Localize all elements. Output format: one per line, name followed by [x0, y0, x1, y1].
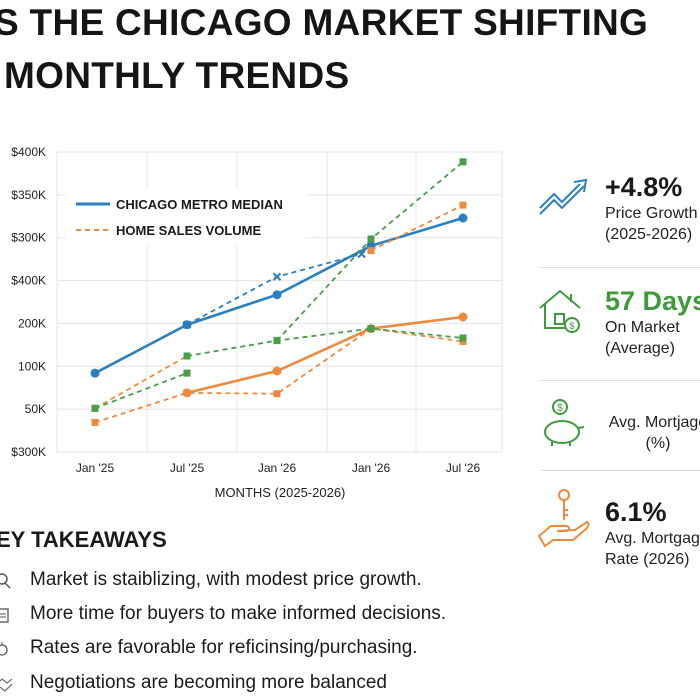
series-2 — [182, 312, 468, 398]
stat-days-on-market: 57 Days On Market (Average) — [540, 286, 700, 359]
takeaway-item: Negotiations are becoming more balanced — [30, 672, 387, 693]
data-point — [273, 390, 281, 398]
stat-mortgage-rate: 6.1% Avg. Mortgage Rate (2026) — [540, 497, 700, 570]
y-tick-label: 100K — [18, 359, 46, 373]
page-title-line-2: MONTHLY TRENDS — [4, 55, 350, 96]
stat-label: Price Growth — [605, 205, 698, 222]
takeaway-item: More time for buyers to make informed de… — [30, 603, 447, 624]
y-tick-label: $350K — [11, 188, 46, 202]
data-point — [183, 352, 191, 360]
stat-label: Rate (2026) — [605, 551, 690, 568]
hand-key-icon — [537, 488, 591, 555]
series-line — [370, 204, 464, 252]
divider — [541, 470, 700, 471]
series-line — [94, 372, 188, 410]
data-point — [272, 272, 282, 281]
x-tick-label: Jan '26 — [258, 461, 297, 475]
data-point — [459, 334, 467, 342]
x-tick-label: Jan '26 — [352, 461, 391, 475]
legend-label-median: CHICAGO METRO MEDIAN — [116, 197, 283, 212]
stat-value: 57 Days — [605, 286, 700, 316]
series-5 — [367, 201, 467, 255]
y-tick-label: $300K — [11, 445, 46, 459]
y-axis-ticks: $300K 50K 100K 200K $400K $300K $350K $400K — [11, 145, 46, 459]
data-point — [367, 235, 375, 243]
legend: CHICAGO METRO MEDIAN HOME SALES VOLUME — [66, 188, 306, 246]
page-title-line-1: S THE CHICAGO MARKET SHIFTING — [0, 2, 649, 43]
stat-value: 6.1% — [605, 497, 667, 527]
series-1 — [182, 249, 366, 329]
series-line — [186, 315, 464, 395]
takeaway-item: Market is staiblizing, with modest price… — [30, 569, 422, 590]
takeaways-heading: EY TAKEAWAYS — [0, 527, 167, 552]
data-point — [272, 366, 282, 376]
y-tick-label: $400K — [11, 274, 46, 288]
y-tick-label: 200K — [18, 316, 46, 330]
x-tick-label: Jul '26 — [446, 461, 481, 475]
stat-value: +4.8% — [605, 172, 683, 202]
x-tick-label: Jan '25 — [76, 461, 115, 475]
y-tick-label: 50K — [25, 402, 46, 416]
y-tick-label: $400K — [11, 145, 46, 159]
svg-text:$: $ — [569, 321, 574, 331]
stat-mortgage: Avg. Mortjage (%) — [540, 412, 700, 454]
magnifier-icon — [0, 572, 12, 595]
data-point — [459, 201, 467, 209]
stat-label: Avg. Mortjage — [608, 414, 700, 431]
series-7 — [183, 325, 467, 360]
data-point — [459, 158, 467, 166]
data-point — [458, 312, 468, 322]
stat-label: (%) — [645, 435, 671, 452]
data-point — [367, 247, 375, 255]
data-point — [458, 213, 468, 223]
legend-label-volume: HOME SALES VOLUME — [116, 223, 262, 238]
data-point — [272, 290, 282, 300]
series-line — [94, 327, 464, 424]
series-line — [186, 327, 464, 357]
svg-text:$: $ — [557, 403, 563, 414]
stopwatch-icon — [0, 640, 10, 663]
series-4 — [91, 352, 191, 412]
line-chart: $300K 50K 100K 200K $400K $300K $350K $400K Jan… — [11, 145, 503, 500]
divider — [541, 267, 700, 268]
stat-label: (Average) — [605, 340, 675, 357]
data-point — [273, 337, 281, 345]
series-6 — [91, 369, 191, 412]
house-dollar-icon: $ — [538, 288, 584, 339]
x-axis-label: MONTHS (2025-2026) — [215, 485, 346, 500]
handshake-icon — [0, 675, 14, 698]
stat-price-growth: +4.8% Price Growth (2025-2026) — [540, 172, 700, 245]
data-point — [91, 418, 99, 426]
x-tick-label: Jul '25 — [170, 461, 205, 475]
piggy-bank-icon: $ — [540, 398, 586, 453]
series-line — [94, 355, 188, 410]
stat-label: On Market — [605, 319, 680, 336]
stat-label: (2025-2026) — [605, 226, 693, 243]
data-point — [183, 389, 191, 397]
stat-label: Avg. Mortgage — [605, 530, 700, 547]
x-axis-ticks: Jan '25 Jul '25 Jan '26 Jan '26 Jul '26 — [76, 461, 481, 475]
data-point — [367, 325, 375, 333]
calendar-icon — [0, 606, 10, 629]
data-point — [183, 369, 191, 377]
data-point — [91, 404, 99, 412]
data-point — [182, 320, 192, 329]
series-8 — [273, 158, 467, 345]
data-point — [90, 368, 100, 378]
takeaway-item: Rates are favorable for reficinsing/purc… — [30, 637, 418, 658]
y-tick-label: $300K — [11, 231, 46, 245]
divider — [541, 380, 700, 381]
trend-up-icon — [538, 176, 590, 221]
chart-series — [90, 158, 468, 426]
